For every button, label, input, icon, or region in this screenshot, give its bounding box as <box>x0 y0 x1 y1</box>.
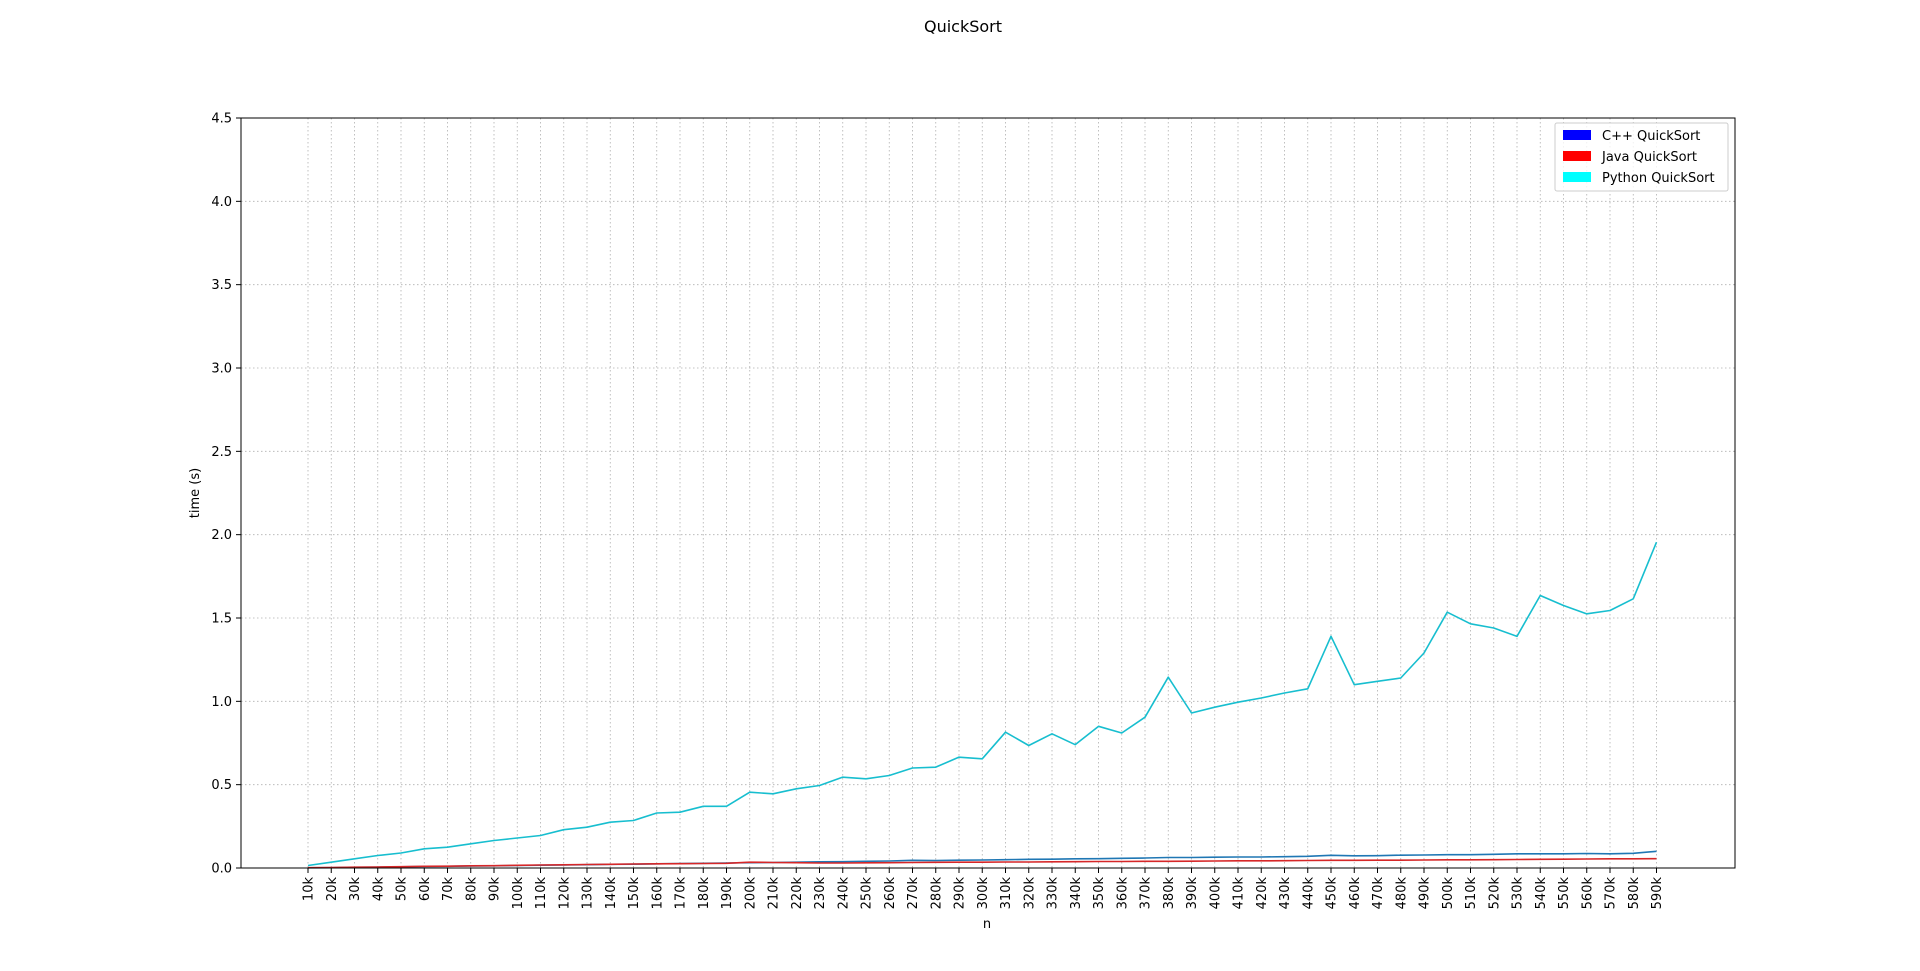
x-tick-label: 500k <box>1441 877 1456 910</box>
x-tick-label: 230k <box>813 877 828 910</box>
x-tick-label: 190k <box>720 877 735 910</box>
x-tick-label: 410k <box>1232 877 1247 910</box>
x-tick-label: 370k <box>1139 877 1154 910</box>
x-tick-label: 570k <box>1604 877 1619 910</box>
legend-swatch <box>1563 172 1591 182</box>
x-tick-label: 310k <box>999 877 1014 910</box>
legend-swatch <box>1563 151 1591 161</box>
x-tick-label: 110k <box>534 877 549 910</box>
x-tick-label: 430k <box>1278 877 1293 910</box>
x-tick-label: 90k <box>488 877 503 902</box>
x-tick-label: 280k <box>929 877 944 910</box>
x-tick-label: 380k <box>1162 877 1177 910</box>
x-tick-label: 400k <box>1208 877 1223 910</box>
x-tick-label: 70k <box>441 877 456 902</box>
x-tick-label: 440k <box>1301 877 1316 910</box>
x-tick-label: 140k <box>604 877 619 910</box>
x-tick-label: 530k <box>1511 877 1526 910</box>
x-tick-label: 460k <box>1348 877 1363 910</box>
legend-swatch <box>1563 130 1591 140</box>
x-tick-label: 170k <box>674 877 689 910</box>
series-line-python-quicksort <box>307 541 1658 867</box>
x-tick-label: 260k <box>883 877 898 910</box>
x-tick-label: 30k <box>348 877 363 902</box>
x-tick-label: 550k <box>1557 877 1572 910</box>
x-tick-label: 290k <box>953 877 968 910</box>
x-tick-label: 240k <box>836 877 851 910</box>
plot-frame <box>240 117 1736 869</box>
x-tick-label: 450k <box>1325 877 1340 910</box>
series-lines <box>307 541 1658 869</box>
x-tick-label: 10k <box>302 877 317 902</box>
x-tick-label: 210k <box>767 877 782 910</box>
x-tick-label: 420k <box>1255 877 1270 910</box>
x-tick-label: 490k <box>1418 877 1433 910</box>
x-tick-label: 320k <box>1022 877 1037 910</box>
x-tick-label: 300k <box>976 877 991 910</box>
x-tick-label: 160k <box>650 877 665 910</box>
y-tick-label: 1.0 <box>211 695 232 710</box>
y-tick-label: 0.5 <box>211 778 232 793</box>
chart-title: QuickSort <box>924 17 1002 36</box>
y-axis-label: time (s) <box>188 468 203 518</box>
x-tick-label: 130k <box>581 877 596 910</box>
x-tick-label: 470k <box>1371 877 1386 910</box>
x-tick-label: 180k <box>697 877 712 910</box>
x-tick-label: 340k <box>1069 877 1084 910</box>
x-tick-label: 540k <box>1534 877 1549 910</box>
x-tick-label: 100k <box>511 877 526 910</box>
legend: C++ QuickSort Java QuickSort Python QuickS… <box>1554 122 1729 192</box>
x-tick-label: 20k <box>325 877 340 902</box>
x-tick-label: 590k <box>1650 877 1665 910</box>
x-tick-label: 220k <box>790 877 805 910</box>
series-line-java-quicksort <box>307 857 1657 869</box>
x-tick-label: 150k <box>627 877 642 910</box>
grid <box>241 117 1735 869</box>
legend-label: Java QuickSort <box>1601 150 1697 165</box>
y-axis: 0.0 0.5 1.0 1.5 2.0 2.5 3.0 3.5 4.0 4.5 <box>211 112 241 877</box>
x-tick-label: 480k <box>1394 877 1409 910</box>
x-tick-label: 50k <box>395 877 410 902</box>
y-tick-label: 4.0 <box>211 195 232 210</box>
y-tick-label: 1.5 <box>211 612 232 627</box>
x-tick-label: 330k <box>1046 877 1061 910</box>
y-tick-label: 0.0 <box>211 862 232 877</box>
x-tick-label: 560k <box>1580 877 1595 910</box>
x-tick-label: 360k <box>1115 877 1130 910</box>
x-tick-label: 80k <box>464 877 479 902</box>
legend-label: Python QuickSort <box>1602 171 1715 186</box>
x-tick-label: 250k <box>860 877 875 910</box>
x-tick-label: 390k <box>1185 877 1200 910</box>
legend-box <box>1554 122 1729 192</box>
y-tick-label: 3.5 <box>211 278 232 293</box>
y-tick-label: 4.5 <box>211 112 232 127</box>
y-tick-label: 2.5 <box>211 445 232 460</box>
x-axis: 10k 20k 30k 40k 50k 60k 70k 80k 90k 100k 110k 120k 1… <box>302 868 1665 910</box>
x-tick-label: 580k <box>1627 877 1642 910</box>
x-tick-label: 120k <box>557 877 572 910</box>
x-tick-label: 40k <box>371 877 386 902</box>
x-tick-label: 200k <box>743 877 758 910</box>
x-axis-label: n <box>983 917 991 932</box>
x-tick-label: 270k <box>906 877 921 910</box>
legend-label: C++ QuickSort <box>1602 129 1700 144</box>
y-tick-label: 3.0 <box>211 362 232 377</box>
x-tick-label: 520k <box>1487 877 1502 910</box>
x-tick-label: 350k <box>1092 877 1107 910</box>
x-tick-label: 510k <box>1464 877 1479 910</box>
y-tick-label: 2.0 <box>211 528 232 543</box>
x-tick-label: 60k <box>418 877 433 902</box>
